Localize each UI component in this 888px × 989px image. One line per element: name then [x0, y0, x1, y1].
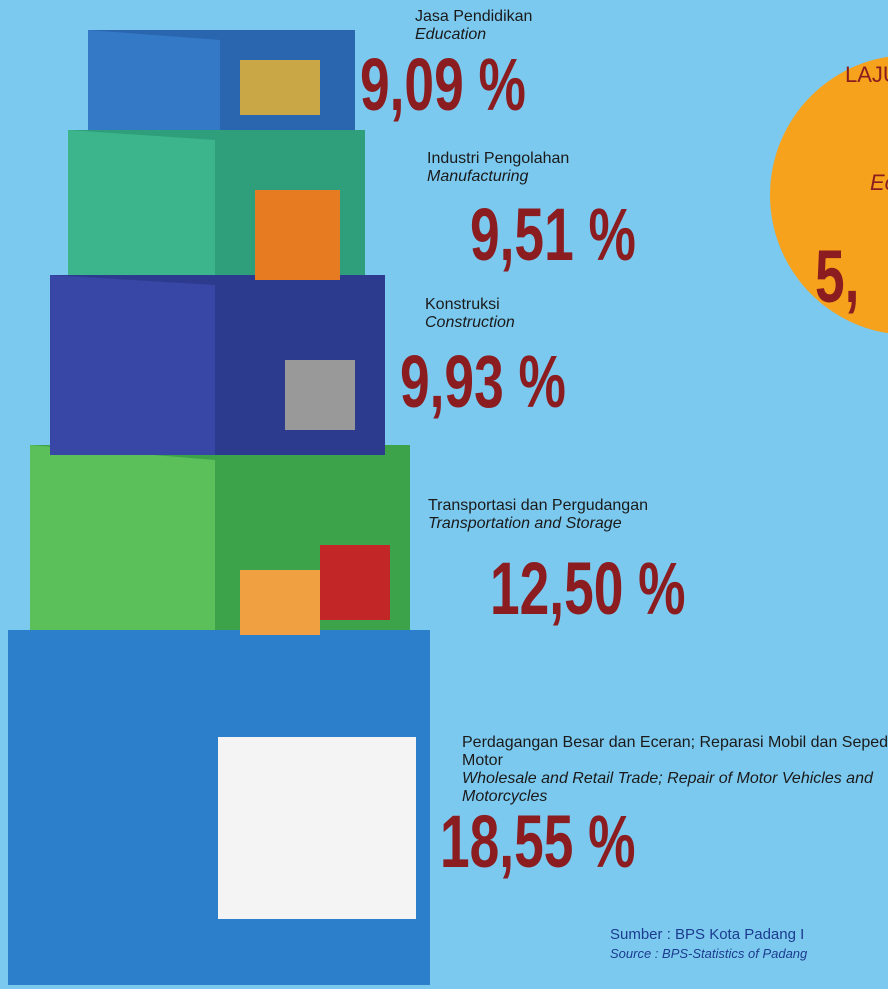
badge-subtitle: Ec: [870, 170, 888, 196]
text: Construction: [425, 314, 515, 332]
source-en: Source : BPS-Statistics of Padang: [610, 946, 807, 961]
text: Transportasi dan Pergudangan: [428, 497, 648, 514]
text: Konstruksi: [425, 296, 500, 313]
trade-icon: [218, 737, 416, 919]
manufacturing-icon: [255, 190, 340, 280]
construction-icon: [285, 360, 355, 430]
sector-share: 9,09 %: [360, 48, 526, 122]
sector-share: 18,55 %: [440, 805, 636, 879]
text: Jasa Pendidikan: [415, 8, 532, 25]
badge-value: 5,: [815, 240, 859, 314]
infographic: LAJU Ec 5, Jasa PendidikanEducation 9,09…: [0, 0, 888, 989]
text: Education: [415, 26, 532, 44]
source-id: Sumber : BPS Kota Padang I: [610, 926, 804, 943]
tier-3-side: [50, 275, 215, 455]
tier-4-side: [30, 445, 215, 630]
text: Transportation and Storage: [428, 515, 648, 533]
sector-share: 9,93 %: [400, 345, 566, 419]
badge-title: LAJU: [845, 62, 888, 88]
text: Perdagangan Besar dan Eceran; Reparasi M…: [462, 734, 888, 769]
sector-label: Perdagangan Besar dan Eceran; Reparasi M…: [462, 734, 888, 806]
text: Manufacturing: [427, 168, 569, 186]
transport-icon: [320, 545, 390, 620]
education-icon: [240, 60, 320, 115]
transport-icon: [240, 570, 320, 635]
tier-2-side: [68, 130, 215, 275]
sector-share: 12,50 %: [490, 552, 686, 626]
text: Industri Pengolahan: [427, 150, 569, 167]
tier-1-side: [88, 30, 220, 130]
sector-share: 9,51 %: [470, 198, 636, 272]
